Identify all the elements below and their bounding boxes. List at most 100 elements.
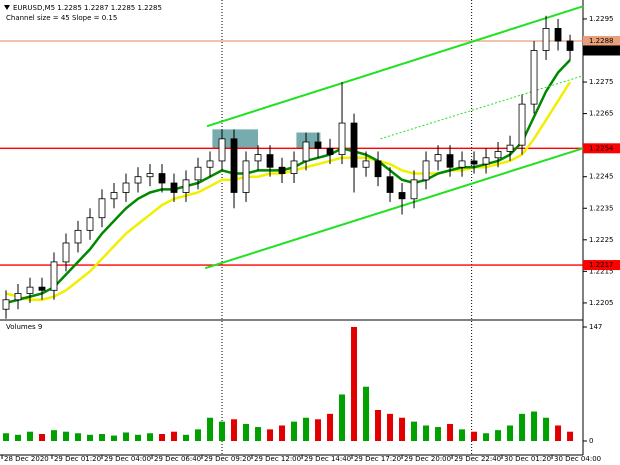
- volume-bar: [339, 394, 346, 441]
- volume-bar: [291, 421, 298, 441]
- candle-body: [206, 160, 214, 168]
- x-tick-label: 28 Dec 2020: [4, 455, 49, 463]
- candle-body: [26, 286, 34, 294]
- candle-body: [242, 160, 250, 193]
- candle-body: [326, 147, 334, 156]
- candle-body: [458, 160, 466, 168]
- volume-bar: [411, 421, 418, 441]
- volume-bar: [39, 434, 46, 441]
- volume-tick-label: 147: [589, 323, 602, 331]
- price-level-label: 1.2254: [589, 144, 614, 152]
- candle-body: [566, 40, 574, 51]
- signal-zone: [296, 132, 321, 149]
- volume-tick-label: 0: [589, 437, 593, 445]
- volume-bar: [51, 430, 58, 441]
- x-tick-label: 29 Dec 22:40: [454, 455, 501, 463]
- y-tick-label: 1.2205: [589, 299, 614, 307]
- y-tick-label: 1.2215: [589, 267, 614, 275]
- y-tick-label: 1.2235: [589, 204, 614, 212]
- x-tick-label: 29 Dec 20:00: [404, 455, 451, 463]
- volume-bar: [495, 430, 502, 441]
- volume-bar: [267, 429, 274, 441]
- y-tick-label: 1.2265: [589, 110, 614, 118]
- price-level-tag: [583, 260, 620, 271]
- volume-bar: [471, 431, 478, 441]
- y-tick-label: 1.2245: [589, 173, 614, 181]
- candle-body: [482, 157, 490, 165]
- candle-body: [302, 141, 310, 162]
- volume-bar: [147, 433, 154, 441]
- candle-body: [434, 154, 442, 162]
- candle-body: [338, 122, 346, 156]
- candle-body: [554, 27, 562, 42]
- y-tick-label: 1.2275: [589, 78, 614, 86]
- candle-body: [386, 176, 394, 193]
- volume-bar: [15, 434, 22, 441]
- candle-body: [134, 176, 142, 184]
- indicator-info: Channel size = 45 Slope = 0.15: [6, 14, 117, 22]
- candle-body: [98, 198, 106, 219]
- candle-body: [254, 154, 262, 162]
- x-tick-label: 29 Dec 09:20: [204, 455, 251, 463]
- candle-body: [410, 179, 418, 200]
- volume-bar: [399, 417, 406, 441]
- volume-bar: [303, 417, 310, 441]
- volume-bar: [159, 434, 166, 441]
- volume-bar: [243, 423, 250, 441]
- channel-line: [204, 147, 584, 270]
- volume-bar: [555, 425, 562, 441]
- volume-bar: [219, 421, 226, 441]
- volume-bar: [135, 434, 142, 441]
- volume-bar: [483, 433, 490, 441]
- candle-body: [170, 182, 178, 193]
- candle-body: [290, 160, 298, 174]
- candle-body: [86, 217, 94, 231]
- price-level-tag: [583, 36, 620, 47]
- volume-bar: [387, 413, 394, 441]
- candle-body: [230, 138, 238, 193]
- volume-bar: [507, 425, 514, 441]
- volume-bar: [543, 417, 550, 441]
- candle-body: [122, 182, 130, 193]
- candle-body: [470, 160, 478, 165]
- volume-bar: [171, 431, 178, 441]
- candle-body: [182, 179, 190, 193]
- volume-bar: [423, 425, 430, 441]
- channel-line: [206, 5, 584, 128]
- candle-body: [518, 103, 526, 146]
- x-tick-label: 29 Dec 12:00: [254, 455, 301, 463]
- volume-bar: [207, 417, 214, 441]
- candle-body: [362, 160, 370, 168]
- volume-title: Volumes 9: [6, 323, 42, 331]
- candle-body: [218, 138, 226, 162]
- volume-bar: [99, 434, 106, 441]
- price-level-tag: [583, 143, 620, 154]
- candle-body: [278, 166, 286, 174]
- volume-bar: [75, 433, 82, 441]
- candle-body: [194, 166, 202, 181]
- x-tick-label: 29 Dec 01:20: [54, 455, 101, 463]
- price-level-label: 1.2217: [589, 261, 614, 269]
- collapse-icon[interactable]: [4, 5, 10, 10]
- candle-body: [74, 229, 82, 244]
- current-price-tag: [583, 45, 620, 56]
- channel-line: [380, 75, 584, 140]
- x-tick-label: 29 Dec 17:20: [354, 455, 401, 463]
- volume-bar: [27, 431, 34, 441]
- y-tick-label: 1.2225: [589, 236, 614, 244]
- candle-body: [50, 261, 58, 291]
- price-level-label: 1.2288: [589, 37, 614, 45]
- volume-bar: [279, 425, 286, 441]
- volume-bar: [351, 327, 358, 441]
- current-price-label: 1.2285: [589, 46, 614, 54]
- chart-title: EURUSD,M5 1.2285 1.2287 1.2285 1.2285: [13, 4, 162, 12]
- candle-body: [446, 154, 454, 168]
- candle-body: [266, 154, 274, 168]
- candle-body: [146, 173, 154, 178]
- x-tick-label: 29 Dec 04:00: [104, 455, 151, 463]
- volume-bar: [123, 432, 130, 441]
- candle-body: [350, 122, 358, 168]
- volume-bar: [519, 413, 526, 441]
